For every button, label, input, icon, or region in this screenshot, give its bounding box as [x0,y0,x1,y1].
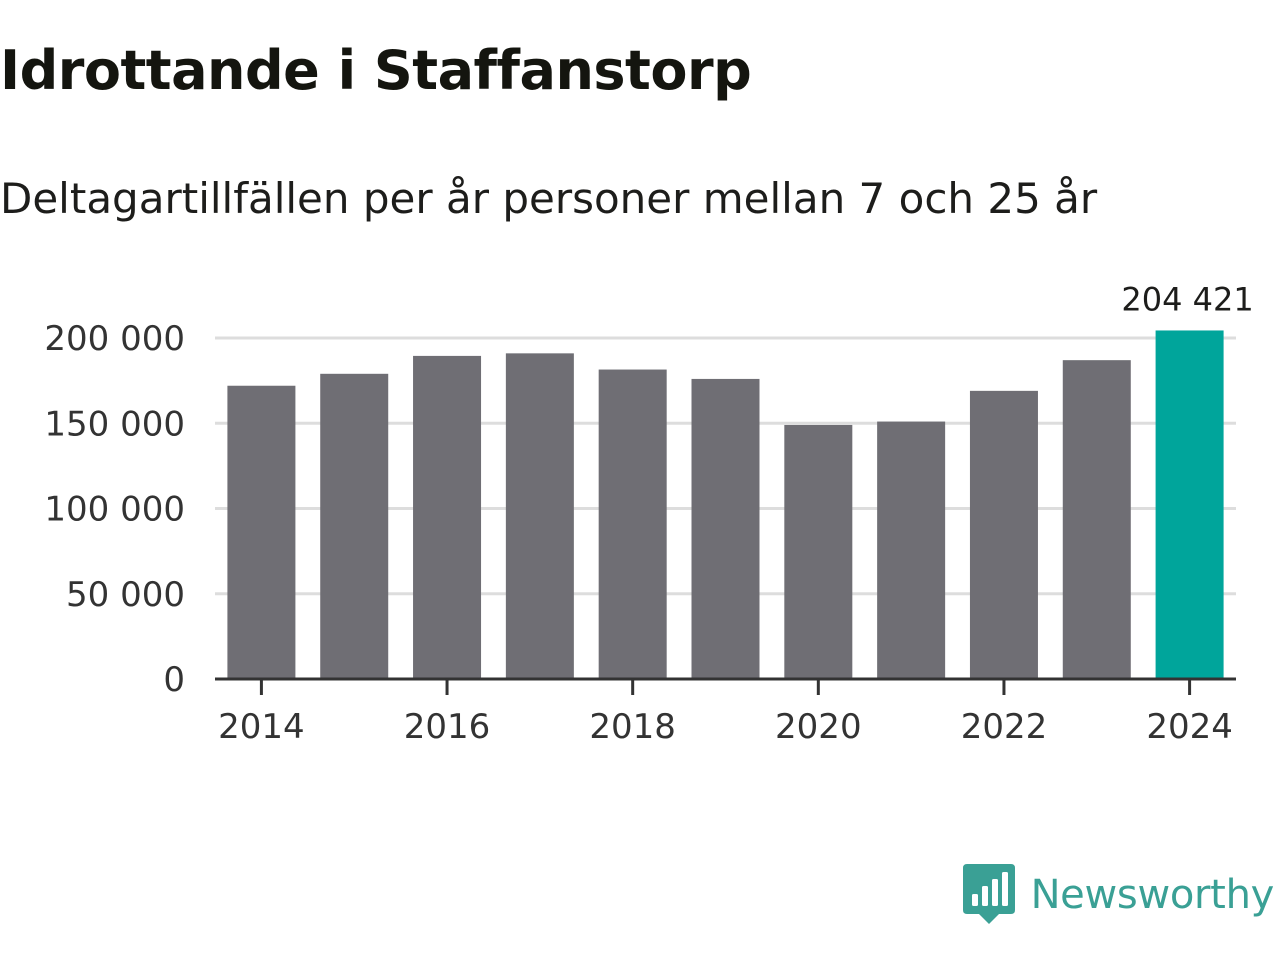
y-tick-label: 100 000 [44,490,185,530]
bar-2017 [505,353,574,679]
chart-subtitle: Deltagartillfällen per år personer mella… [0,174,1098,223]
annotations: 204 421 [1121,280,1253,318]
bar-2019 [691,378,760,679]
x-tick-label: 2020 [775,707,862,747]
brand-name: Newsworthy [1030,872,1275,918]
bars [227,330,1224,679]
x-tick-label: 2014 [218,707,305,747]
bar-2016 [413,355,482,679]
y-tick-label: 0 [163,660,185,700]
bar-2024 [1155,330,1224,679]
newsworthy-bar-chart-icon [962,864,1015,924]
x-tick-label: 2022 [961,707,1048,747]
bar-2015 [320,373,389,679]
bar-2020 [784,424,853,679]
y-tick-label: 200 000 [44,319,185,359]
x-tick-label: 2024 [1146,707,1233,747]
x-tick-label: 2016 [404,707,491,747]
x-tick-label: 2018 [589,707,676,747]
newsworthy-brand: Newsworthy [962,864,1275,926]
chart-title: Idrottande i Staffanstorp [0,39,752,102]
y-tick-label: 150 000 [44,404,185,444]
bar-2014 [227,385,296,679]
bar-2018 [598,369,667,679]
y-axis-labels: 0 50 000 100 000 150 000 200 000 [44,319,185,700]
x-axis: 2014 2016 2018 2020 2022 2024 [215,677,1236,747]
y-tick-label: 50 000 [66,575,185,615]
bar-value-label: 204 421 [1121,280,1253,318]
bar-2023 [1062,360,1131,679]
bar-2021 [877,421,946,679]
bar-2022 [969,390,1038,679]
